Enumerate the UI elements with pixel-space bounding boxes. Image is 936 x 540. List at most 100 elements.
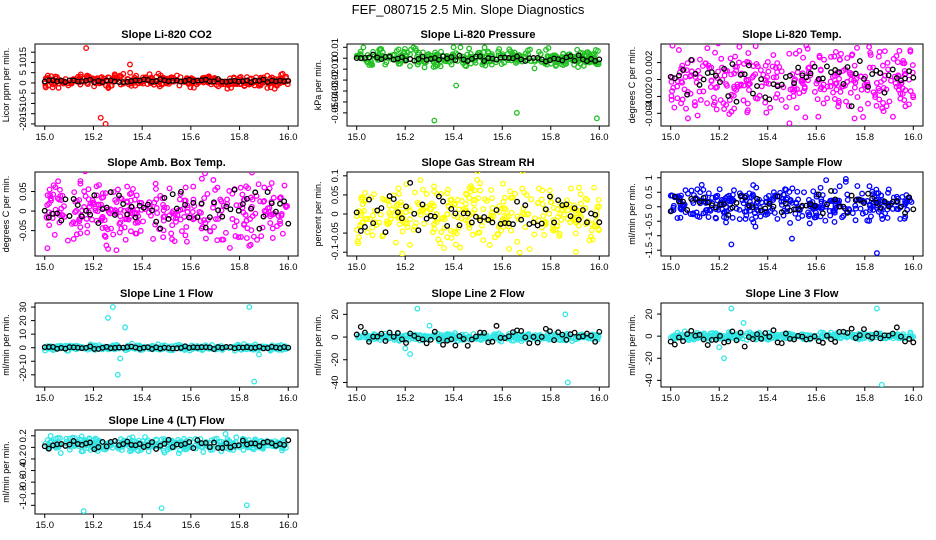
y-tick-label: -0.4: [18, 462, 29, 478]
data-point: [488, 195, 495, 202]
y-tick-label: 0: [644, 334, 655, 339]
data-point: [111, 438, 118, 444]
data-point: [867, 213, 874, 220]
data-point: [160, 213, 167, 220]
data-point: [202, 439, 209, 446]
data-point: [448, 235, 455, 241]
data-point: [786, 72, 793, 79]
data-point: [669, 44, 676, 49]
data-point: [679, 79, 686, 86]
data-point: [213, 435, 220, 442]
data-point: [534, 339, 541, 346]
data-point: [77, 180, 84, 187]
data-point: [506, 46, 513, 53]
data-point: [267, 213, 274, 220]
data-point: [831, 188, 838, 195]
data-point: [439, 215, 445, 222]
data-point: [848, 76, 855, 83]
data-point: [727, 55, 734, 62]
data-point: [572, 217, 579, 224]
data-point: [753, 60, 760, 67]
data-point: [770, 327, 777, 334]
data-point: [575, 222, 582, 229]
data-point: [72, 209, 78, 216]
data-point: [836, 75, 843, 82]
data-point: [729, 328, 736, 335]
data-point: [762, 205, 769, 212]
data-point: [127, 197, 134, 204]
data-point: [558, 217, 565, 223]
data-series: [42, 45, 291, 126]
data-point: [835, 103, 842, 110]
data-point: [852, 202, 859, 209]
data-point: [700, 88, 707, 95]
data-point: [799, 333, 806, 340]
data-point: [165, 436, 172, 443]
figure-title: FEF_080715 2.5 Min. Slope Diagnostics: [352, 2, 585, 17]
data-point: [219, 213, 226, 220]
data-point: [246, 304, 253, 311]
data-point: [559, 57, 566, 64]
data-point: [149, 207, 156, 214]
data-point: [880, 99, 887, 106]
data-point: [148, 212, 154, 219]
data-point: [832, 49, 839, 55]
data-point: [505, 223, 512, 230]
data-point: [836, 334, 843, 341]
data-point: [281, 198, 288, 205]
data-point: [235, 207, 242, 214]
data-point: [153, 205, 160, 211]
data-point: [165, 216, 172, 222]
data-point: [736, 190, 743, 197]
data-point: [456, 222, 463, 229]
data-point: [740, 319, 747, 326]
data-point: [472, 213, 479, 220]
data-point: [458, 215, 465, 222]
data-series: [41, 186, 292, 232]
data-point: [84, 222, 91, 229]
data-point: [261, 184, 268, 191]
data-point: [679, 96, 686, 103]
data-point: [474, 172, 481, 174]
data-point: [898, 203, 904, 210]
data-point: [361, 329, 368, 336]
data-point: [395, 212, 402, 219]
data-point: [517, 335, 524, 342]
data-point: [539, 187, 546, 194]
data-point: [440, 341, 447, 348]
data-point: [789, 199, 796, 206]
data-point: [206, 444, 213, 451]
data-point: [861, 200, 867, 206]
data-point: [264, 205, 271, 212]
data-point: [420, 186, 426, 193]
data-point: [693, 209, 700, 216]
data-point: [789, 235, 795, 242]
data-point: [74, 202, 81, 209]
y-tick-label: -1.5: [644, 242, 655, 258]
data-point: [394, 330, 401, 336]
data-point: [99, 439, 106, 445]
data-point: [407, 179, 414, 186]
data-point: [805, 213, 812, 219]
data-point: [219, 445, 226, 451]
data-point: [170, 78, 177, 85]
x-tick-label: 15.2: [84, 393, 103, 404]
data-point: [772, 94, 779, 101]
data-point: [691, 99, 698, 106]
data-point: [415, 56, 422, 63]
data-point: [514, 198, 521, 205]
data-point: [448, 336, 455, 343]
data-point: [84, 72, 91, 79]
data-point: [250, 446, 257, 453]
data-point: [469, 231, 476, 238]
data-point: [737, 329, 744, 336]
data-point: [414, 61, 421, 68]
data-point: [555, 197, 562, 204]
x-tick-label: 15.0: [35, 520, 54, 531]
data-point: [869, 334, 876, 341]
data-point: [595, 196, 602, 203]
data-point: [239, 201, 246, 207]
data-point: [848, 103, 855, 110]
x-tick-label: 15.0: [347, 132, 366, 143]
data-point: [132, 214, 139, 221]
